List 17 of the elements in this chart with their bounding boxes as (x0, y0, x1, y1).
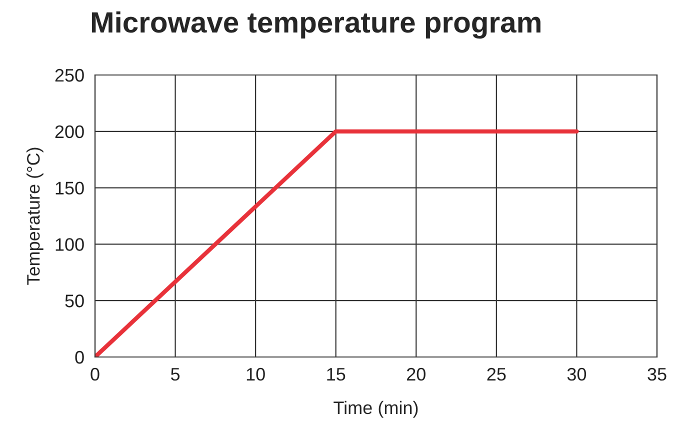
chart-title: Microwave temperature program (92, 11, 540, 39)
x-axis-title: Time (min) (334, 400, 418, 418)
x-tick-label: 15 (327, 368, 346, 381)
x-tick-label: 0 (90, 368, 100, 381)
x-tick-label: 10 (246, 368, 265, 381)
y-tick-label: 150 (56, 182, 84, 195)
y-tick-label: 50 (65, 294, 84, 308)
y-tick-label: 200 (55, 125, 84, 138)
x-tick-label: 35 (648, 368, 666, 381)
y-tick-label: 100 (56, 238, 84, 251)
y-tick-label: 250 (55, 68, 84, 82)
y-tick-label: 0 (75, 350, 84, 364)
x-tick-label: 5 (170, 368, 180, 381)
x-tick-label: 30 (567, 368, 586, 381)
x-tick-label: 20 (407, 368, 426, 381)
x-tick-label: 25 (487, 368, 506, 381)
y-axis-title: Temperature (°C) (26, 148, 44, 285)
